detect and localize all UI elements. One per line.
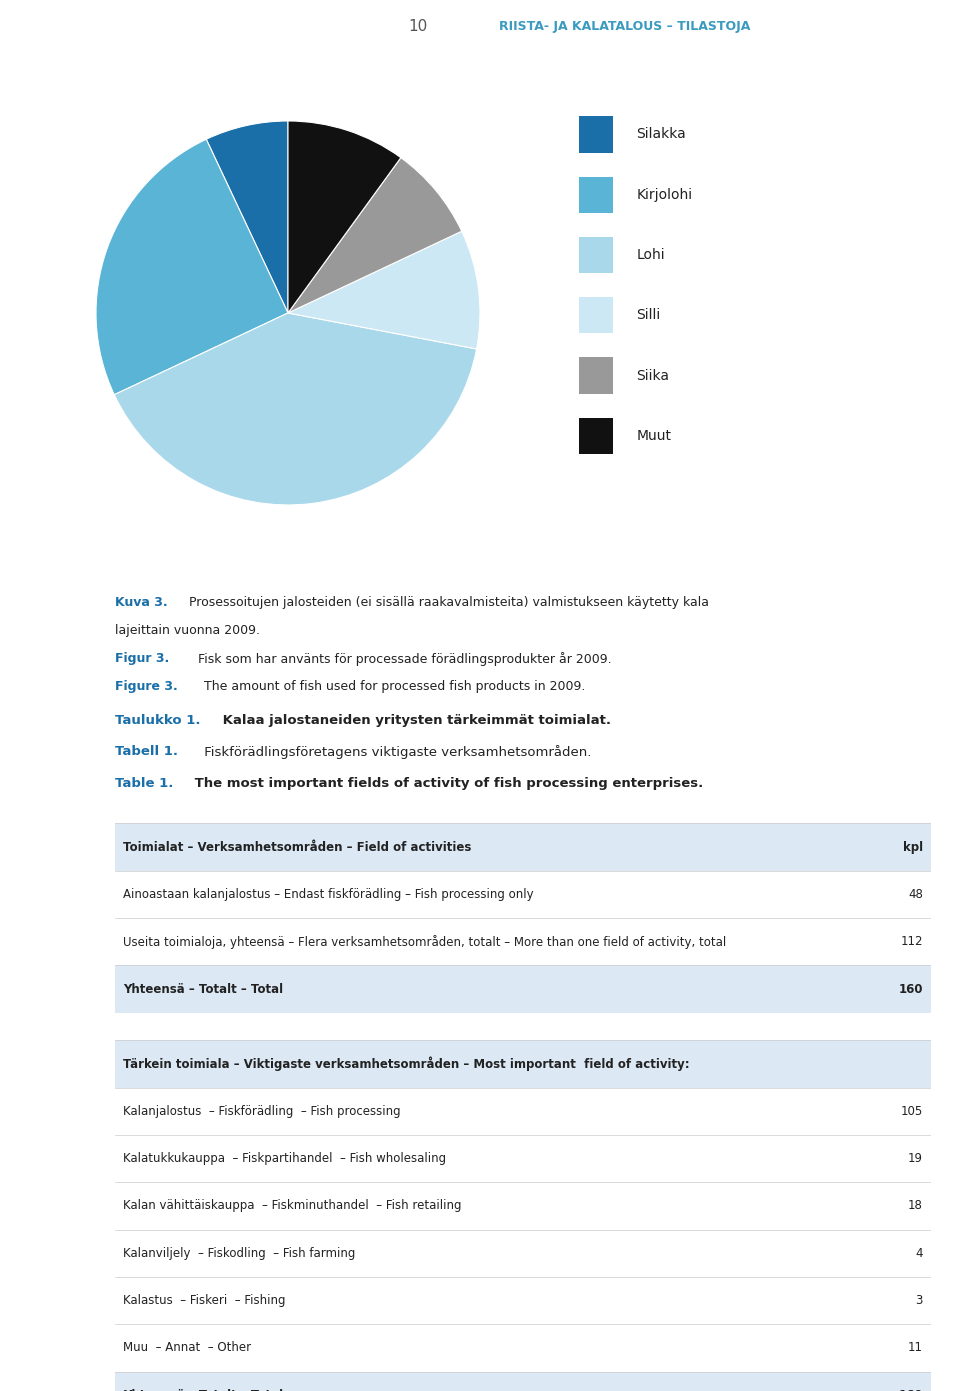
Text: Kalatukkukauppa  – Fiskpartihandel  – Fish wholesaling: Kalatukkukauppa – Fiskpartihandel – Fish…	[123, 1152, 446, 1166]
Wedge shape	[288, 121, 401, 313]
Text: Prosessoitujen jalosteiden (ei sisällä raakavalmisteita) valmistukseen käytetty : Prosessoitujen jalosteiden (ei sisällä r…	[180, 597, 708, 609]
Text: 160: 160	[899, 1388, 923, 1391]
FancyBboxPatch shape	[115, 918, 931, 965]
Text: 105: 105	[900, 1104, 923, 1118]
FancyBboxPatch shape	[115, 1182, 931, 1230]
FancyBboxPatch shape	[580, 117, 613, 153]
Text: Kalanjalostus  – Fiskförädling  – Fish processing: Kalanjalostus – Fiskförädling – Fish pro…	[123, 1104, 401, 1118]
Text: Useita toimialoja, yhteensä – Flera verksamhetsområden, totalt – More than one f: Useita toimialoja, yhteensä – Flera verk…	[123, 935, 727, 949]
Wedge shape	[206, 121, 288, 313]
Text: Muu  – Annat  – Other: Muu – Annat – Other	[123, 1341, 252, 1355]
Text: Silakka: Silakka	[636, 128, 686, 142]
Text: Fisk som har använts för processade förädlingsprodukter år 2009.: Fisk som har använts för processade förä…	[190, 652, 612, 666]
Text: 18: 18	[908, 1199, 923, 1213]
Text: lajeittain vuonna 2009.: lajeittain vuonna 2009.	[115, 625, 260, 637]
Text: Toimialat – Verksamhetsområden – Field of activities: Toimialat – Verksamhetsområden – Field o…	[123, 840, 471, 854]
FancyBboxPatch shape	[115, 1230, 931, 1277]
Text: Siika: Siika	[636, 369, 669, 383]
FancyBboxPatch shape	[580, 357, 613, 394]
Text: kpl: kpl	[903, 840, 923, 854]
Wedge shape	[288, 231, 480, 349]
Text: Kalanviljely  – Fiskodling  – Fish farming: Kalanviljely – Fiskodling – Fish farming	[123, 1246, 356, 1260]
Text: Fiskförädlingsföretagens viktigaste verksamhetsområden.: Fiskförädlingsföretagens viktigaste verk…	[200, 746, 591, 759]
Wedge shape	[288, 157, 462, 313]
Text: Lohi: Lohi	[636, 248, 665, 262]
Text: RIISTA- JA KALATALOUS – TILASTOJA: RIISTA- JA KALATALOUS – TILASTOJA	[499, 19, 751, 32]
Text: 4: 4	[916, 1246, 923, 1260]
FancyBboxPatch shape	[115, 823, 931, 871]
FancyBboxPatch shape	[115, 965, 931, 1013]
FancyBboxPatch shape	[115, 1040, 931, 1088]
Wedge shape	[96, 139, 288, 395]
Text: Table 1.: Table 1.	[115, 776, 174, 790]
Text: Tabell 1.: Tabell 1.	[115, 746, 179, 758]
Text: The amount of fish used for processed fish products in 2009.: The amount of fish used for processed fi…	[200, 680, 585, 693]
FancyBboxPatch shape	[580, 298, 613, 334]
Text: Kalastus  – Fiskeri  – Fishing: Kalastus – Fiskeri – Fishing	[123, 1294, 286, 1308]
Text: Kuva 3.: Kuva 3.	[115, 597, 168, 609]
FancyBboxPatch shape	[580, 236, 613, 273]
Text: Kalaa jalostaneiden yritysten tärkeimmät toimialat.: Kalaa jalostaneiden yritysten tärkeimmät…	[219, 714, 612, 726]
Text: Kalan vähittäiskauppa  – Fiskminuthandel  – Fish retailing: Kalan vähittäiskauppa – Fiskminuthandel …	[123, 1199, 462, 1213]
Text: Muut: Muut	[636, 428, 671, 442]
Text: Figur 3.: Figur 3.	[115, 652, 170, 665]
Text: Taulukko 1.: Taulukko 1.	[115, 714, 201, 726]
Text: 11: 11	[908, 1341, 923, 1355]
Text: Ainoastaan kalanjalostus – Endast fiskförädling – Fish processing only: Ainoastaan kalanjalostus – Endast fiskfö…	[123, 887, 534, 901]
FancyBboxPatch shape	[115, 1277, 931, 1324]
FancyBboxPatch shape	[115, 871, 931, 918]
FancyBboxPatch shape	[580, 417, 613, 453]
Text: Silli: Silli	[636, 309, 660, 323]
FancyBboxPatch shape	[115, 1372, 931, 1391]
FancyBboxPatch shape	[115, 1088, 931, 1135]
Text: The most important fields of activity of fish processing enterprises.: The most important fields of activity of…	[190, 776, 704, 790]
Text: Tärkein toimiala – Viktigaste verksamhetsområden – Most important  field of acti: Tärkein toimiala – Viktigaste verksamhet…	[123, 1057, 690, 1071]
Wedge shape	[114, 313, 476, 505]
Text: 160: 160	[899, 982, 923, 996]
Text: 48: 48	[908, 887, 923, 901]
Text: 19: 19	[908, 1152, 923, 1166]
Text: Kirjolohi: Kirjolohi	[636, 188, 692, 202]
FancyBboxPatch shape	[115, 1135, 931, 1182]
FancyBboxPatch shape	[580, 177, 613, 213]
Text: Yhteensä – Totalt – Total: Yhteensä – Totalt – Total	[123, 1388, 283, 1391]
Text: Yhteensä – Totalt – Total: Yhteensä – Totalt – Total	[123, 982, 283, 996]
Text: Figure 3.: Figure 3.	[115, 680, 178, 693]
Text: 3: 3	[916, 1294, 923, 1308]
Text: 10: 10	[408, 18, 427, 33]
Text: 112: 112	[900, 935, 923, 949]
FancyBboxPatch shape	[115, 1324, 931, 1372]
